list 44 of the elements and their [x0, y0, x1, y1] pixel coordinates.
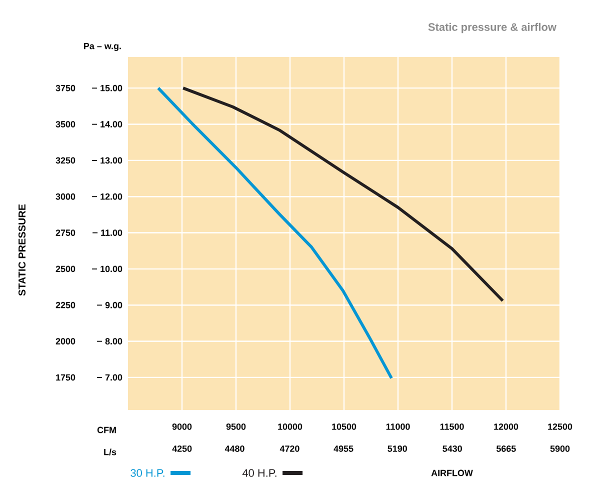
- line-series: [182, 86, 504, 302]
- y2-tick-label: 9.00: [105, 302, 122, 308]
- y2-tick-label: 8.00: [105, 338, 122, 344]
- y-axis-title: STATIC PRESSURE: [18, 204, 26, 296]
- x2-tick-label: 4955: [334, 446, 354, 452]
- x-tick-label: 12000: [494, 424, 518, 430]
- y2-tick-label: 15.00: [100, 84, 122, 92]
- y2-tick-label: 7.00: [105, 374, 122, 381]
- text: L/s: [104, 448, 116, 456]
- legend-label: 30 H.P.: [130, 469, 164, 477]
- x-tick-label: 11500: [440, 424, 464, 430]
- text: CFM: [97, 426, 116, 434]
- text: Pa – w.g.: [84, 42, 121, 52]
- x-tick-label: 10000: [278, 424, 302, 430]
- x2-tick-label: 4250: [172, 446, 192, 452]
- y2-tick-label: 11.00: [101, 230, 122, 236]
- x2-tick-label: 5430: [442, 446, 462, 452]
- y2-tick-label: 13.00: [100, 157, 122, 164]
- legend-label: 40 H.P.: [242, 469, 276, 477]
- x-tick-label: 10500: [332, 424, 356, 430]
- x-tick-label: 11000: [386, 424, 410, 430]
- y-tick-label: 2750: [56, 230, 76, 236]
- x2-tick-label: 5665: [496, 446, 516, 452]
- y-tick-label: 2500: [56, 266, 76, 272]
- x2-tick-label: 5900: [550, 446, 570, 452]
- x-axis-title: AIRFLOW: [431, 470, 473, 476]
- x2-tick-label: 5190: [388, 446, 407, 452]
- x-tick-label: 9000: [172, 424, 192, 430]
- y-tick-label: 3250: [56, 157, 76, 164]
- y2-tick-label: 12.00: [100, 193, 122, 200]
- line-series: [156, 86, 394, 380]
- y2-tick-label: 10.00: [100, 266, 122, 272]
- x2-tick-label: 4480: [224, 446, 244, 452]
- y-tick-label: 1750: [56, 374, 76, 381]
- x-tick-label: 12500: [548, 424, 572, 430]
- y-tick-label: 3000: [56, 193, 76, 200]
- x-tick-label: 9500: [226, 424, 246, 430]
- y-tick-label: 3500: [56, 121, 76, 128]
- y2-tick-label: 14.00: [100, 121, 122, 128]
- x2-tick-label: 4720: [280, 446, 300, 452]
- y-tick-label: 2250: [56, 302, 76, 308]
- y-tick-label: 3750: [56, 84, 76, 92]
- y-tick-label: 2000: [56, 338, 76, 344]
- chart-title: Static pressure & airflow: [428, 22, 556, 34]
